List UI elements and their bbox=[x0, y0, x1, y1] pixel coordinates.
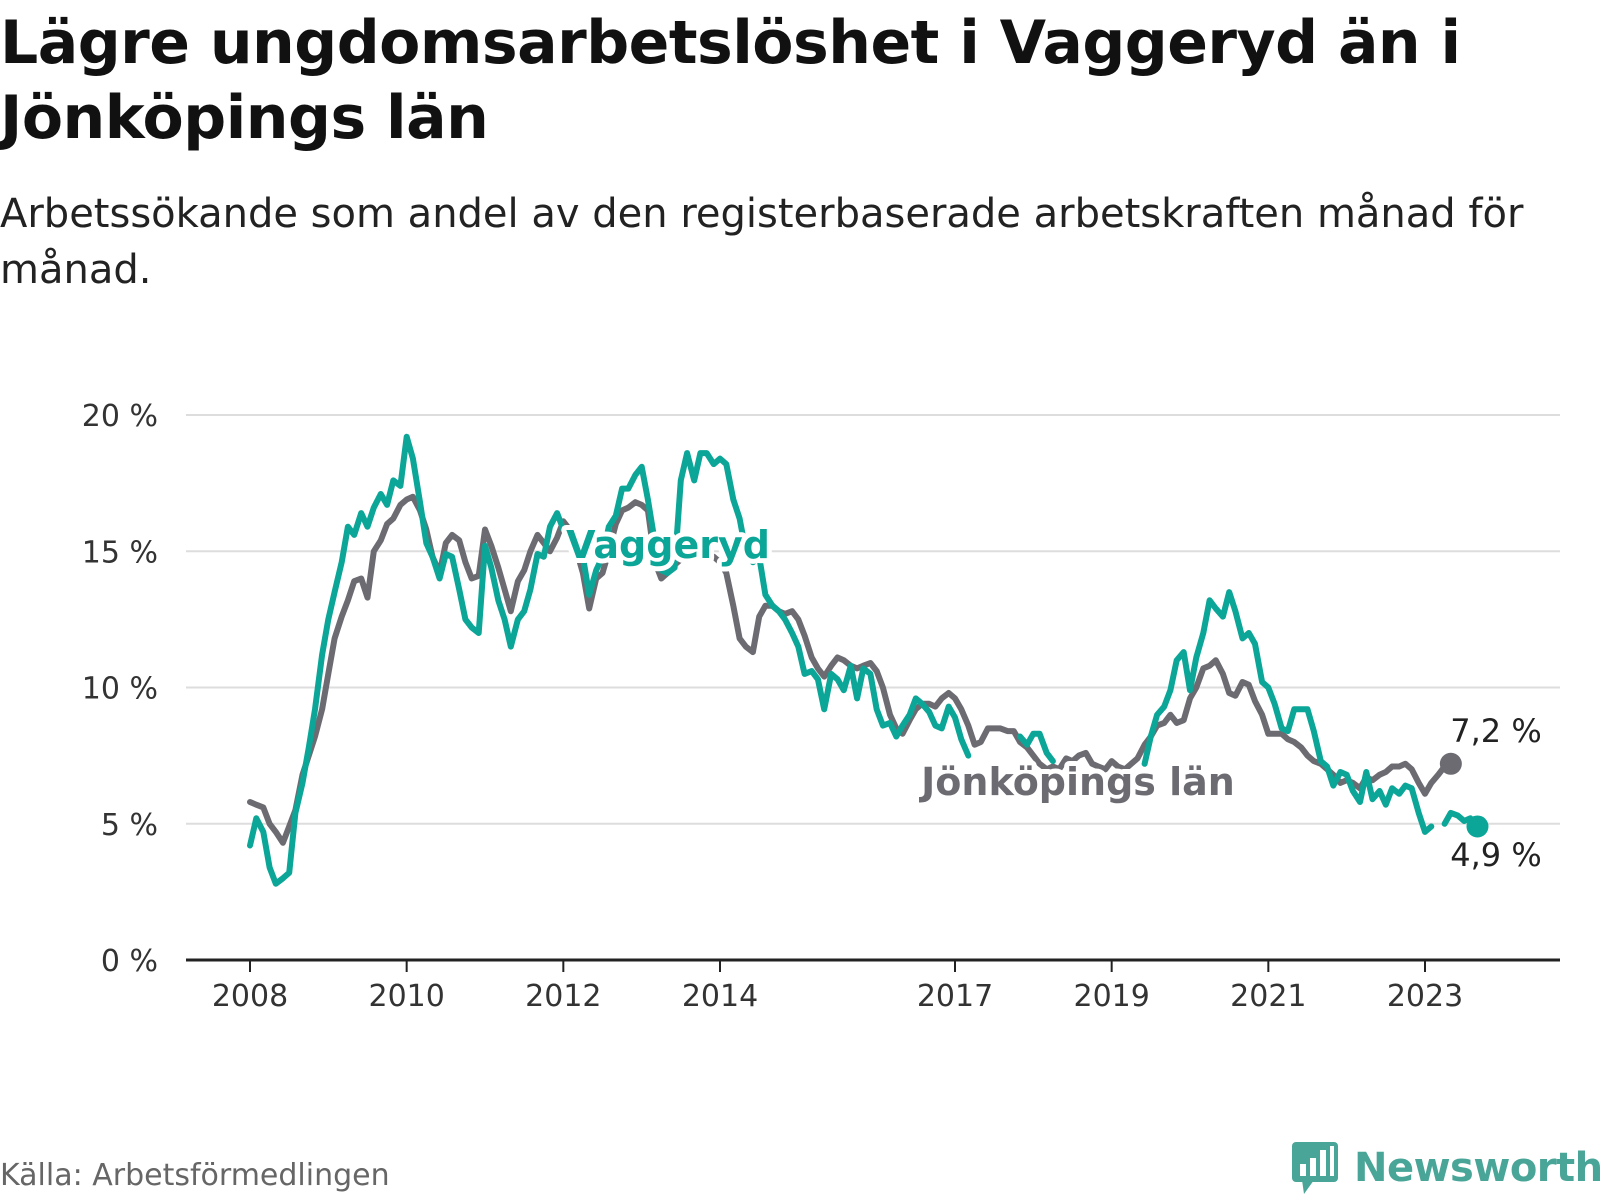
x-tick-label: 2017 bbox=[917, 979, 993, 1014]
x-tick-label: 2008 bbox=[212, 979, 288, 1014]
y-tick-label: 20 % bbox=[82, 399, 158, 434]
end-value-label-vaggeryd: 4,9 % bbox=[1450, 836, 1541, 874]
y-tick-label: 0 % bbox=[101, 944, 158, 979]
y-tick-label: 10 % bbox=[82, 672, 158, 707]
series-label-jonkopings-lan: Jönköpings län bbox=[918, 760, 1235, 804]
y-tick-label: 5 % bbox=[101, 808, 158, 843]
end-marker-jonkopings-lan bbox=[1439, 752, 1462, 775]
x-tick-label: 2010 bbox=[368, 979, 444, 1014]
x-tick-label: 2023 bbox=[1387, 979, 1463, 1014]
brand-name: Newsworthy bbox=[1354, 1145, 1600, 1191]
end-value-label-jonkopings-lan: 7,2 % bbox=[1450, 712, 1541, 750]
x-tick-label: 2012 bbox=[525, 979, 601, 1014]
newsworthy-logo-icon bbox=[1292, 1142, 1338, 1194]
chart-title: Lägre ungdomsarbetslöshet i Vaggeryd än … bbox=[0, 8, 1461, 153]
y-tick-label: 15 % bbox=[82, 535, 158, 570]
source-note: Källa: Arbetsförmedlingen bbox=[0, 1158, 390, 1193]
series-label-vaggeryd: Vaggeryd bbox=[566, 523, 770, 567]
series-line-vaggeryd bbox=[1017, 730, 1056, 765]
chart-subtitle: Arbetssökande som andel av den registerb… bbox=[0, 191, 1524, 293]
x-tick-label: 2019 bbox=[1073, 979, 1149, 1014]
series-line-vaggeryd bbox=[247, 433, 972, 887]
x-tick-label: 2014 bbox=[682, 979, 758, 1014]
end-marker-vaggeryd bbox=[1466, 815, 1489, 838]
brand-logo-group: Newsworthy bbox=[1290, 1140, 1600, 1196]
series-line-vaggeryd bbox=[1141, 589, 1435, 835]
x-tick-label: 2021 bbox=[1230, 979, 1306, 1014]
